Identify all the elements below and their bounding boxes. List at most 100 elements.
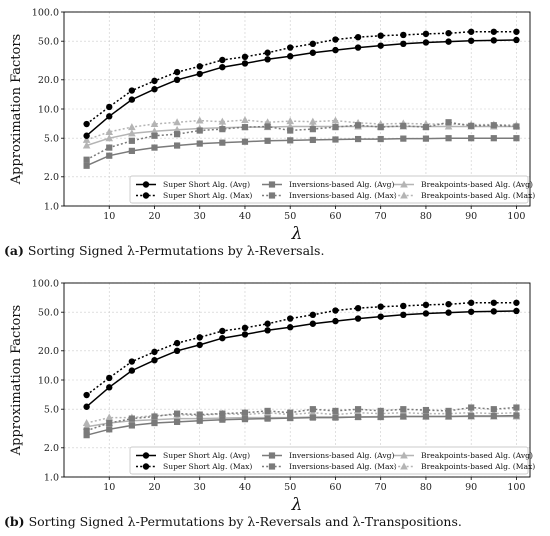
legend-marker xyxy=(142,192,150,199)
caption-b-text: Sorting Signed λ-Permutations by λ-Rever… xyxy=(28,514,462,529)
data-point xyxy=(490,135,497,142)
data-point xyxy=(219,410,226,417)
data-point xyxy=(83,403,90,410)
data-point xyxy=(196,70,203,78)
data-point xyxy=(287,414,294,422)
chart-panel-b: 1.0 2.0 5.0 10.0 20.0 50.0 100.0 10 20 30 40 50 60 70… xyxy=(9,278,535,515)
data-point xyxy=(151,144,158,151)
legend-marker xyxy=(400,462,408,470)
data-point xyxy=(490,412,497,420)
data-point xyxy=(332,307,339,314)
data-point xyxy=(332,46,339,54)
series-inversions-based-alg-max xyxy=(83,404,520,434)
data-point xyxy=(490,299,498,306)
data-point xyxy=(309,406,316,413)
data-point xyxy=(106,384,113,391)
legend-label: Super Short Alg. (Max) xyxy=(163,462,252,471)
data-point xyxy=(150,120,159,128)
x-tick-label: 20 xyxy=(148,482,160,493)
data-point xyxy=(151,348,158,356)
data-point xyxy=(174,410,181,417)
data-point xyxy=(445,407,452,415)
data-point xyxy=(128,358,136,365)
data-point xyxy=(354,413,362,421)
data-point xyxy=(467,28,475,35)
plot-frame xyxy=(63,282,531,478)
caption-b-tag: (b) xyxy=(4,514,25,529)
legend-label: Inversions-based Alg. (Max) xyxy=(289,462,397,471)
data-point xyxy=(468,122,475,129)
data-point xyxy=(219,63,226,71)
data-point xyxy=(151,413,158,420)
data-point xyxy=(377,413,384,421)
data-point xyxy=(332,136,339,143)
data-point xyxy=(309,40,317,48)
x-tick-label: 80 xyxy=(420,482,432,493)
legend-marker xyxy=(268,181,276,188)
data-point xyxy=(400,135,407,142)
data-point xyxy=(422,310,430,317)
data-point xyxy=(128,96,136,103)
data-point xyxy=(151,419,158,427)
legend-marker xyxy=(268,192,276,199)
data-point xyxy=(106,144,113,151)
data-point xyxy=(467,37,475,44)
y-tick-label: 5.0 xyxy=(44,404,59,415)
data-point xyxy=(354,44,362,51)
data-point xyxy=(196,411,203,418)
data-point xyxy=(196,127,203,134)
y-tick-label: 20.0 xyxy=(38,346,59,357)
series-line xyxy=(86,310,517,408)
data-point xyxy=(332,36,339,43)
data-point xyxy=(173,347,181,355)
data-point xyxy=(377,42,384,49)
data-point xyxy=(241,331,249,338)
x-tick-label: 30 xyxy=(194,482,206,493)
data-point xyxy=(468,404,475,411)
data-point xyxy=(264,49,271,56)
series-inversions-based-alg-avg xyxy=(83,412,520,439)
caption-a: (a) Sorting Signed λ-Permutations by λ-R… xyxy=(4,243,324,258)
y-tick-label: 100.0 xyxy=(32,278,59,289)
legend-marker xyxy=(142,463,150,470)
data-point xyxy=(490,122,497,129)
data-point xyxy=(422,135,430,142)
data-point xyxy=(173,339,181,347)
data-point xyxy=(354,135,362,143)
data-point xyxy=(400,311,407,319)
data-point xyxy=(241,124,249,131)
data-point xyxy=(106,103,113,111)
data-point xyxy=(218,117,227,125)
data-point xyxy=(173,76,181,84)
data-point xyxy=(105,127,114,135)
x-tick-label: 50 xyxy=(284,211,296,222)
y-tick-label: 50.0 xyxy=(38,36,59,47)
data-point xyxy=(490,308,498,315)
data-point xyxy=(173,118,181,126)
data-point xyxy=(513,299,520,306)
data-point xyxy=(128,87,136,94)
series-line xyxy=(86,137,517,167)
series-line xyxy=(86,121,517,161)
data-point xyxy=(309,320,317,327)
data-point xyxy=(309,414,316,421)
legend-marker xyxy=(268,463,276,470)
data-point xyxy=(287,324,294,331)
data-point xyxy=(513,404,520,411)
data-point xyxy=(174,418,181,425)
data-point xyxy=(173,68,181,76)
x-tick-label: 60 xyxy=(329,211,341,222)
data-point xyxy=(241,138,249,145)
data-point xyxy=(196,63,203,70)
legend-label: Breakpoints-based Alg. (Max) xyxy=(421,191,535,200)
x-axis-label: λ xyxy=(291,495,303,515)
data-point xyxy=(83,427,90,434)
legend-label: Inversions-based Alg. (Avg) xyxy=(289,451,395,460)
series-super-short-alg-max xyxy=(83,28,520,128)
legend-label: Breakpoints-based Alg. (Avg) xyxy=(421,180,533,189)
data-point xyxy=(83,162,90,169)
legend-label: Breakpoints-based Alg. (Max) xyxy=(421,462,535,471)
data-point xyxy=(377,407,384,415)
data-point xyxy=(400,413,407,420)
